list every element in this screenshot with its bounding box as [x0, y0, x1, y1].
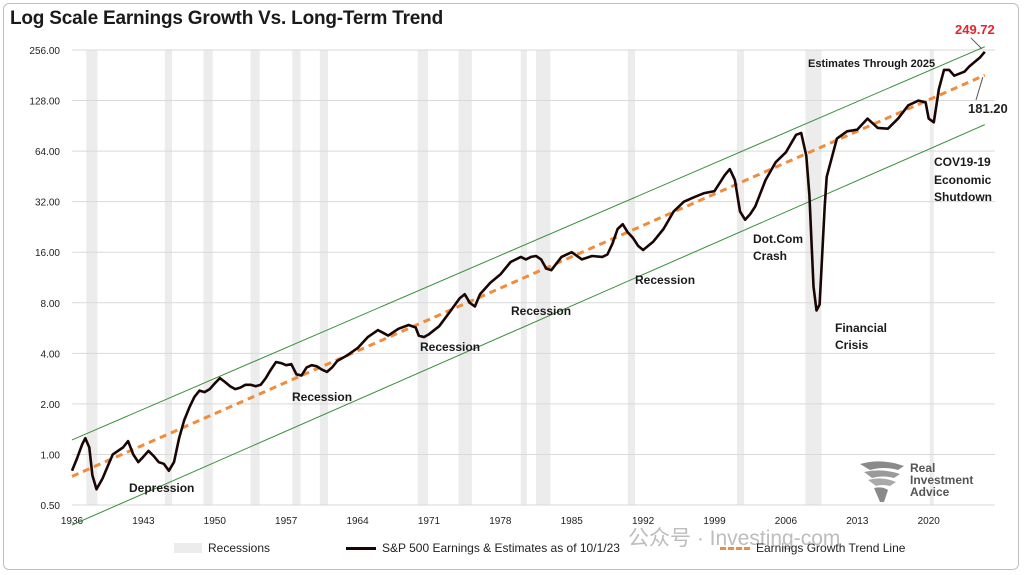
legend-earnings-label: S&P 500 Earnings & Estimates as of 10/1/… [382, 541, 620, 555]
logo-text: Real Investment Advice [910, 462, 973, 498]
trend-value-pointer [975, 77, 984, 101]
x-tick-label: 1957 [275, 516, 298, 527]
channel-line-lower [71, 124, 986, 526]
estimates-label: Estimates Through 2025 [808, 58, 935, 70]
covid-label: Shutdown [934, 190, 992, 204]
recession-label: Recession [635, 273, 695, 287]
recession-band [536, 50, 551, 505]
y-tick-label: 2.00 [41, 400, 61, 411]
recession-band [86, 50, 98, 505]
x-tick-label: 1964 [346, 516, 369, 527]
y-tick-label: 32.00 [35, 198, 60, 209]
last-value-label: 249.72 [955, 22, 995, 37]
covid-label: Economic [934, 173, 992, 187]
logo: Real Investment Advice [858, 458, 998, 506]
earnings-line [70, 50, 986, 491]
channel-line-upper [71, 46, 985, 441]
legend-trend-label: Earnings Growth Trend Line [756, 541, 906, 555]
chart-legend: Recessions S&P 500 Earnings & Estimates … [0, 541, 1024, 559]
financial-crisis-label: Crisis [835, 338, 869, 352]
x-tick-label: 1985 [561, 516, 584, 527]
recession-band [164, 50, 172, 505]
x-tick-label: 1992 [632, 516, 655, 527]
legend-earnings-swatch [346, 546, 376, 550]
x-tick-label: 2020 [918, 516, 941, 527]
y-tick-label: 8.00 [41, 299, 61, 310]
x-tick-label: 1978 [489, 516, 512, 527]
last-value-pointer [970, 37, 983, 50]
financial-crisis-label: Financial [835, 321, 887, 335]
logo-line-3: Advice [910, 485, 950, 499]
y-tick-label: 128.00 [29, 97, 60, 108]
recession-band [292, 50, 301, 505]
y-tick-label: 0.50 [41, 501, 61, 512]
recession-band [417, 50, 428, 505]
y-tick-label: 64.00 [35, 147, 60, 158]
legend-recessions-label: Recessions [208, 541, 271, 555]
recession-label: Recession [292, 390, 352, 404]
legend-earnings: S&P 500 Earnings & Estimates as of 10/1/… [346, 541, 620, 555]
trend-value-label: 181.20 [968, 101, 1008, 116]
legend-recessions-swatch [174, 543, 202, 553]
eagle-logo-icon [860, 461, 904, 502]
x-tick-label: 1971 [418, 516, 441, 527]
x-tick-label: 1999 [703, 516, 726, 527]
depression-label: Depression [129, 481, 194, 495]
dotcom-label: Dot.Com [753, 232, 803, 246]
recession-label: Recession [420, 340, 480, 354]
recession-band [203, 50, 213, 505]
legend-recessions: Recessions [174, 541, 270, 555]
x-tick-label: 1943 [132, 516, 155, 527]
x-tick-label: 1936 [61, 516, 84, 527]
chart-title: Log Scale Earnings Growth Vs. Long-Term … [10, 8, 443, 29]
recession-band [319, 50, 328, 505]
recession-band [250, 50, 260, 505]
y-tick-label: 16.00 [35, 248, 60, 259]
y-tick-label: 1.00 [41, 450, 61, 461]
y-tick-label: 256.00 [29, 46, 60, 57]
x-tick-label: 2006 [775, 516, 798, 527]
covid-label: COV19-19 [934, 155, 991, 169]
legend-trend: Earnings Growth Trend Line [720, 541, 905, 555]
dotcom-label: Crash [753, 249, 787, 263]
y-tick-label: 4.00 [41, 349, 61, 360]
recession-band [929, 50, 934, 505]
chart-frame [3, 3, 1019, 570]
recession-label: Recession [511, 304, 571, 318]
logo-line-1: Real [910, 461, 936, 475]
x-tick-label: 1950 [204, 516, 227, 527]
trend-line [71, 73, 986, 478]
watermark: 公众号 · Investing-com [628, 527, 841, 550]
recession-band [458, 50, 472, 505]
recession-band [627, 50, 635, 505]
legend-trend-swatch [720, 546, 750, 550]
logo-line-2: Investment [910, 473, 974, 487]
x-tick-label: 2013 [846, 516, 869, 527]
recession-band [736, 50, 745, 505]
